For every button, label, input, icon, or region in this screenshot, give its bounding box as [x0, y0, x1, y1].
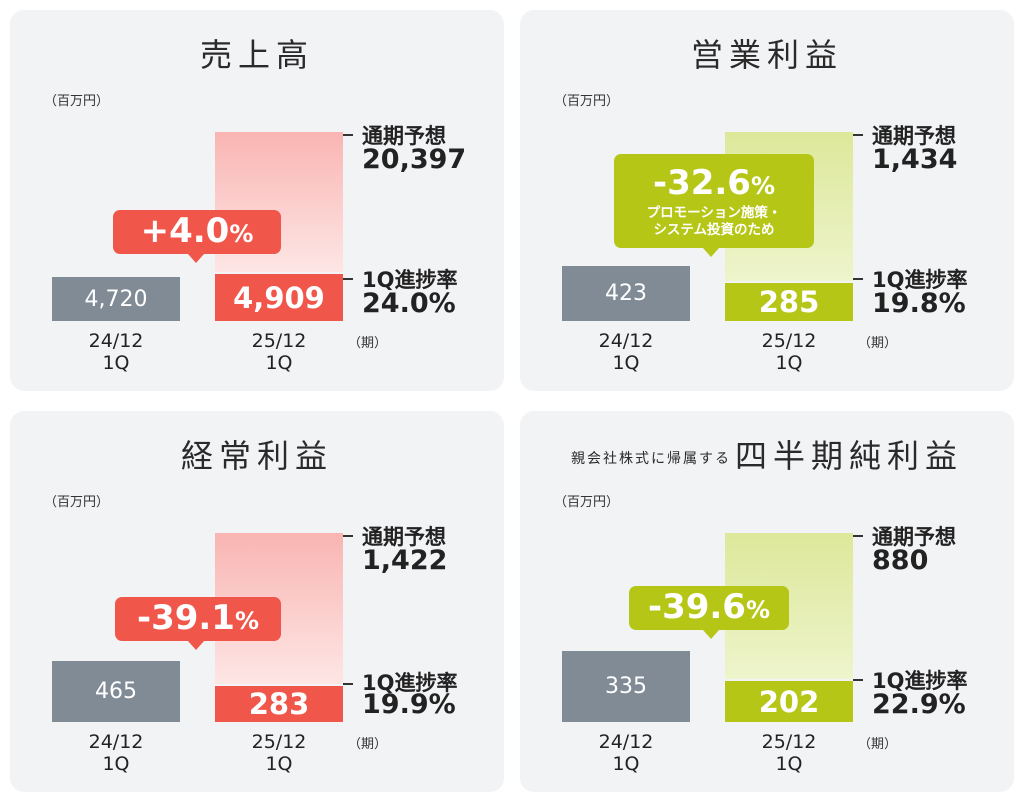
period-label: （期）: [858, 336, 898, 351]
forecast-label: 通期予想: [872, 525, 956, 549]
unit-label: （百万円）: [554, 94, 620, 109]
panel-net-income: 親会社株式に帰属する 四半期純利益 （百万円） 通期予想 880 -39.6% 3…: [520, 411, 1014, 792]
chart-title: 親会社株式に帰属する 四半期純利益: [570, 437, 963, 475]
category-label: 25/12 1Q: [251, 330, 307, 374]
change-unit: %: [229, 219, 254, 248]
bar-current: 4,909: [215, 274, 343, 321]
bar-prev: 335: [562, 651, 690, 722]
progress-tick: [343, 683, 353, 685]
change-unit: %: [234, 606, 260, 635]
change-badge: -32.6% プロモーション施策・ システム投資のため: [614, 154, 814, 248]
progress-value: 24.0%: [362, 288, 456, 319]
badge-tail: [188, 641, 204, 650]
bar-current: 285: [725, 283, 853, 321]
forecast-tick: [853, 535, 863, 537]
progress-label: 1Q進捗率: [872, 268, 968, 292]
progress-tick: [853, 679, 863, 681]
change-unit: %: [745, 595, 771, 624]
panel-sales: 売上高 （百万円） 通期予想 20,397 +4.0% 4,720 4,909 …: [10, 10, 504, 391]
progress-value: 19.9%: [362, 689, 456, 720]
panel-operating-profit: 営業利益 （百万円） 通期予想 1,434 -32.6% プロモーション施策・ …: [520, 10, 1014, 391]
progress-tick: [853, 278, 863, 280]
forecast-tick: [343, 134, 353, 136]
progress-label: 1Q進捗率: [362, 671, 458, 695]
chart-title: 営業利益: [690, 36, 843, 74]
progress-label: 1Q進捗率: [872, 669, 968, 693]
forecast-tick: [853, 134, 863, 136]
category-label: 25/12 1Q: [251, 731, 307, 775]
forecast-tick: [343, 535, 353, 537]
change-badge: -39.1%: [115, 597, 281, 641]
chart-title: 売上高: [199, 36, 314, 74]
panel-ordinary-profit: 経常利益 （百万円） 通期予想 1,422 -39.1% 465 283 1Q進…: [10, 411, 504, 792]
progress-label: 1Q進捗率: [362, 268, 458, 292]
period-label: （期）: [858, 737, 898, 752]
progress-tick: [343, 278, 353, 280]
change-value: -32.6: [652, 162, 751, 203]
category-label: 24/12 1Q: [598, 731, 654, 775]
badge-tail: [188, 254, 204, 263]
category-label: 24/12 1Q: [88, 731, 144, 775]
change-badge: +4.0%: [113, 210, 281, 254]
bar-current: 202: [725, 681, 853, 722]
forecast-value: 1,434: [872, 144, 958, 175]
forecast-label: 通期予想: [362, 124, 446, 148]
change-value: +4.0: [140, 210, 230, 251]
forecast-label: 通期予想: [872, 124, 956, 148]
period-label: （期）: [348, 336, 388, 351]
change-unit: %: [750, 171, 776, 200]
unit-label: （百万円）: [44, 495, 110, 510]
category-label: 24/12 1Q: [598, 330, 654, 374]
unit-label: （百万円）: [554, 495, 620, 510]
chart-title: 経常利益: [180, 437, 333, 475]
bar-prev: 465: [52, 661, 180, 722]
forecast-value: 880: [872, 545, 929, 576]
change-value: -39.1: [136, 597, 235, 638]
badge-tail: [703, 630, 719, 639]
unit-label: （百万円）: [44, 94, 110, 109]
change-badge: -39.6%: [629, 586, 789, 630]
bar-current: 283: [215, 686, 343, 722]
progress-value: 19.8%: [872, 288, 966, 319]
change-value: -39.6: [647, 586, 746, 627]
change-note: プロモーション施策・ システム投資のため: [646, 204, 782, 238]
bar-prev: 4,720: [52, 277, 180, 321]
forecast-label: 通期予想: [362, 525, 446, 549]
forecast-value: 20,397: [362, 144, 467, 175]
progress-value: 22.9%: [872, 689, 966, 720]
category-label: 25/12 1Q: [761, 330, 817, 374]
badge-tail: [703, 248, 719, 257]
title-prefix: 親会社株式に帰属する: [570, 451, 731, 467]
category-label: 25/12 1Q: [761, 731, 817, 775]
forecast-value: 1,422: [362, 545, 448, 576]
bar-prev: 423: [562, 266, 690, 321]
category-label: 24/12 1Q: [88, 330, 144, 374]
period-label: （期）: [348, 737, 388, 752]
